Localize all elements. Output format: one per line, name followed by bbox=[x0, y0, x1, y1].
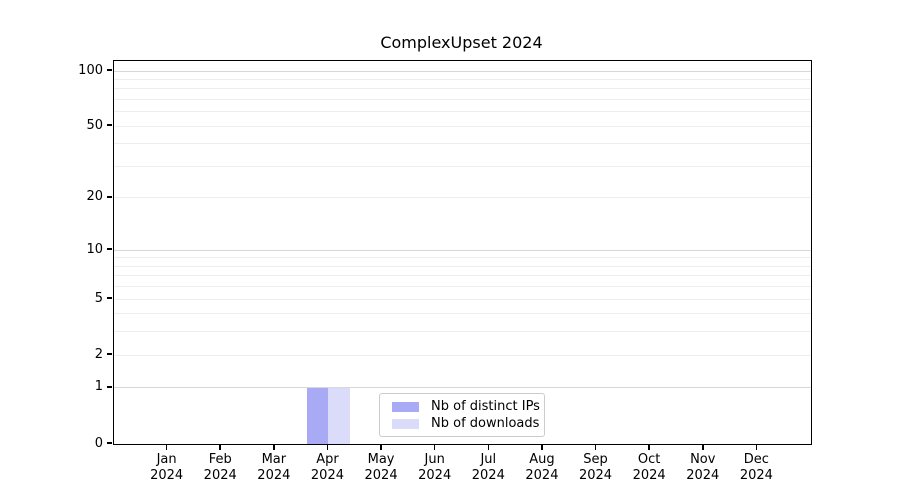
legend-label-downloads: Nb of downloads bbox=[431, 416, 540, 431]
x-tick-aug bbox=[541, 444, 543, 450]
y-tick-2 bbox=[106, 353, 112, 355]
gridline-minor-2 bbox=[114, 354, 811, 356]
y-tick-1 bbox=[106, 386, 112, 388]
x-tick-label-oct: Oct 2024 bbox=[632, 452, 666, 483]
legend-row-downloads: Nb of downloads bbox=[386, 415, 540, 432]
x-tick-jan bbox=[165, 444, 168, 450]
gridline-minor-6 bbox=[114, 286, 811, 288]
gridline-minor-70 bbox=[114, 98, 811, 100]
gridline-major-1 bbox=[114, 387, 811, 389]
x-tick-mar bbox=[273, 444, 275, 450]
x-tick-may bbox=[380, 444, 382, 450]
y-tick-label-50: 50 bbox=[86, 117, 103, 133]
y-tick-10 bbox=[106, 248, 112, 250]
legend-label-distinct-ips: Nb of distinct IPs bbox=[431, 399, 540, 414]
gridline-minor-9 bbox=[114, 257, 811, 259]
y-tick-label-100: 100 bbox=[78, 62, 103, 78]
y-tick-label-20: 20 bbox=[86, 189, 103, 205]
x-tick-apr bbox=[326, 444, 329, 450]
legend-swatch-distinct-ips bbox=[392, 401, 419, 412]
gridline-minor-50 bbox=[114, 125, 811, 127]
gridline-minor-3 bbox=[114, 331, 811, 333]
gridline-minor-7 bbox=[114, 275, 811, 277]
y-tick-label-2: 2 bbox=[94, 346, 103, 362]
y-tick-label-5: 5 bbox=[94, 290, 103, 306]
x-tick-label-apr: Apr 2024 bbox=[310, 452, 344, 483]
gridline-minor-40 bbox=[114, 143, 811, 145]
y-tick-100 bbox=[106, 69, 112, 71]
x-tick-label-jun: Jun 2024 bbox=[418, 452, 452, 483]
x-tick-label-may: May 2024 bbox=[364, 452, 398, 483]
x-tick-label-aug: Aug 2024 bbox=[525, 452, 559, 483]
y-tick-label-0: 0 bbox=[94, 435, 103, 451]
x-tick-nov bbox=[702, 444, 704, 450]
gridline-minor-30 bbox=[114, 165, 811, 167]
x-tick-label-jan: Jan 2024 bbox=[150, 452, 184, 483]
x-tick-feb bbox=[219, 444, 221, 450]
x-tick-sep bbox=[594, 444, 597, 450]
x-tick-oct bbox=[648, 444, 650, 450]
y-tick-50 bbox=[106, 124, 112, 126]
bar-distinct-ips-apr bbox=[307, 387, 329, 444]
legend-row-distinct-ips: Nb of distinct IPs bbox=[386, 398, 540, 415]
gridline-minor-60 bbox=[114, 111, 811, 113]
chart-title: ComplexUpset 2024 bbox=[380, 33, 543, 52]
legend: Nb of distinct IPs Nb of downloads bbox=[379, 393, 545, 437]
y-tick-5 bbox=[106, 297, 112, 299]
bar-downloads-apr bbox=[328, 387, 350, 444]
x-tick-jun bbox=[433, 444, 436, 450]
x-tick-label-feb: Feb 2024 bbox=[203, 452, 237, 483]
legend-swatch-downloads bbox=[392, 418, 419, 429]
gridline-major-10 bbox=[114, 249, 811, 251]
x-tick-label-nov: Nov 2024 bbox=[686, 452, 720, 483]
y-tick-0 bbox=[106, 442, 112, 444]
gridline-minor-8 bbox=[114, 265, 811, 267]
x-tick-dec bbox=[755, 444, 758, 450]
gridline-minor-5 bbox=[114, 298, 811, 300]
x-tick-label-dec: Dec 2024 bbox=[739, 452, 773, 483]
x-tick-label-jul: Jul 2024 bbox=[471, 452, 505, 483]
plot-area: Nb of distinct IPs Nb of downloads bbox=[113, 60, 812, 445]
gridline-major-100 bbox=[114, 70, 811, 72]
x-tick-label-sep: Sep 2024 bbox=[578, 452, 613, 483]
x-tick-label-mar: Mar 2024 bbox=[257, 452, 291, 483]
gridline-minor-20 bbox=[114, 197, 811, 199]
x-tick-jul bbox=[487, 444, 490, 450]
gridline-minor-4 bbox=[114, 313, 811, 315]
gridline-minor-80 bbox=[114, 88, 811, 90]
gridline-minor-90 bbox=[114, 78, 811, 80]
y-tick-20 bbox=[106, 196, 112, 198]
y-tick-label-10: 10 bbox=[86, 241, 103, 257]
y-tick-label-1: 1 bbox=[94, 379, 103, 395]
